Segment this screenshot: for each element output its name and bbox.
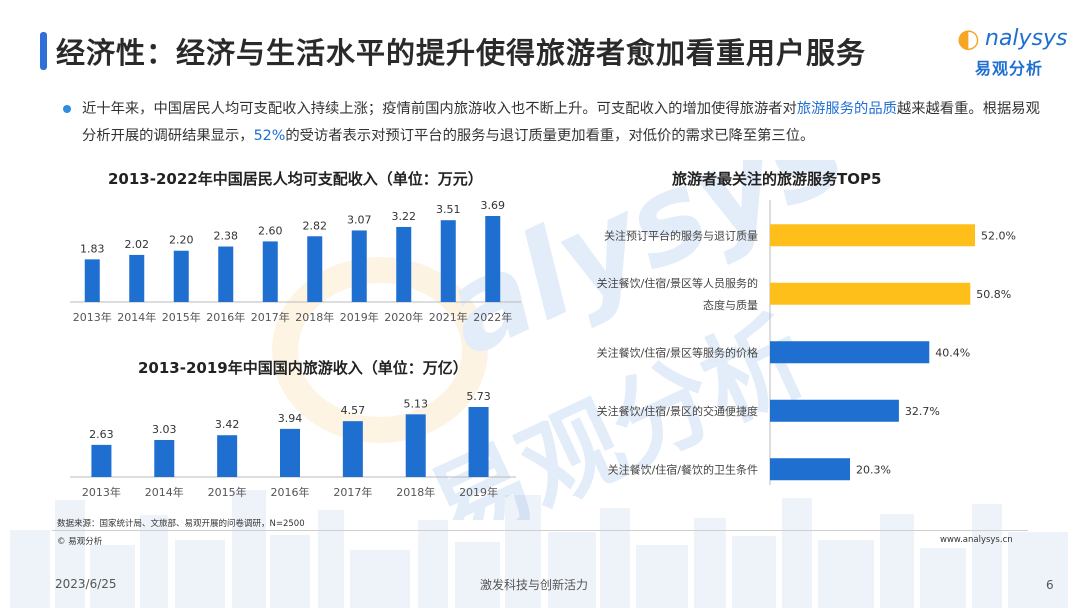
top5-bar (770, 224, 975, 247)
income-category-label: 2016年 (206, 310, 245, 324)
top5-category-label: 关注餐饮/住宿/餐饮的卫生条件 (608, 462, 758, 476)
income-value-label: 2.82 (303, 219, 328, 232)
income-bar (396, 226, 412, 302)
tourism-value-label: 3.42 (215, 418, 240, 431)
footer-date: 2023/6/25 (55, 577, 117, 591)
tourism-income-bar-chart: 2.63 2013年 3.03 2014年 3.42 2015年 3.94 2016年 4.57… (70, 390, 516, 499)
income-value-label: 3.07 (347, 213, 372, 226)
tourism-category-label: 2014年 (145, 485, 184, 499)
top5-category-label: 关注预订平台的服务与退订质量 (604, 228, 758, 242)
tourism-bar (405, 414, 426, 477)
divider (52, 530, 1028, 531)
income-category-label: 2015年 (162, 310, 201, 324)
tourism-category-label: 2018年 (396, 485, 435, 499)
tourism-category-label: 2015年 (208, 485, 247, 499)
intro-highlight-1: 旅游服务的品质 (796, 101, 897, 117)
intro-paragraph: 近十年来，中国居民人均可支配收入持续上涨；疫情前国内旅游收入也不断上升。可支配收… (82, 96, 1042, 150)
tourism-category-label: 2017年 (333, 485, 372, 499)
intro-text-1: 近十年来，中国居民人均可支配收入持续上涨；疫情前国内旅游收入也不断上升。可支配收… (82, 101, 797, 117)
intro-text-2: 越来越看重。根据易观分析开展的调研结果显示， (82, 101, 1040, 144)
chart1-title: 2013-2022年中国居民人均可支配收入（单位：万元） (108, 170, 483, 188)
tourism-category-label: 2016年 (271, 485, 310, 499)
top5-value-label: 52.0% (981, 229, 1016, 242)
title-accent-bar (40, 32, 47, 70)
copyright: © 易观分析 (57, 537, 103, 547)
income-bar (351, 230, 367, 302)
top5-category-label: 关注餐饮/住宿/景区等人员服务的 (597, 276, 758, 290)
income-bar (485, 216, 501, 302)
tourism-value-label: 3.03 (152, 423, 177, 436)
footer-slogan: 激发科技与创新活力 (480, 578, 589, 592)
income-category-label: 2021年 (429, 310, 468, 324)
top5-bar (770, 341, 930, 364)
income-bar-chart: 1.83 2013年 2.02 2014年 2.20 2015年 2.38 2016年 2.60… (70, 199, 521, 324)
income-category-label: 2019年 (340, 310, 379, 324)
source-note: 数据来源：国家统计局、文旅部、易观开展的问卷调研，N=2500 (57, 519, 305, 529)
income-bar (440, 220, 456, 302)
logo-mark-icon: ◐ (957, 24, 980, 54)
income-bar (218, 246, 234, 302)
chart2-title: 2013-2019年中国国内旅游收入（单位：万亿） (138, 359, 468, 377)
top5-bar (770, 399, 899, 422)
bullet-icon (63, 105, 71, 113)
tourism-category-label: 2019年 (459, 485, 498, 499)
logo-text: nalysys (985, 26, 1068, 51)
tourism-value-label: 4.57 (341, 404, 366, 417)
income-category-label: 2020年 (384, 310, 423, 324)
intro-text-3: 的受访者表示对预订平台的服务与退订质量更加看重，对低价的需求已降至第三位。 (285, 128, 815, 144)
income-category-label: 2017年 (251, 310, 290, 324)
income-value-label: 2.60 (258, 224, 283, 237)
top5-value-label: 50.8% (976, 288, 1011, 301)
income-value-label: 3.69 (481, 199, 506, 212)
top5-bar (770, 458, 851, 481)
tourism-bar (154, 439, 175, 477)
income-category-label: 2014年 (117, 310, 156, 324)
tourism-bar (91, 444, 112, 477)
income-value-label: 3.22 (392, 210, 417, 223)
tourism-value-label: 5.13 (403, 397, 428, 410)
income-category-label: 2013年 (73, 310, 112, 324)
tourism-bar (217, 435, 238, 477)
income-bar (307, 236, 323, 302)
top5-value-label: 40.4% (935, 346, 970, 359)
top5-category-label: 关注餐饮/住宿/景区等服务的价格 (597, 345, 758, 359)
tourism-category-label: 2013年 (82, 485, 121, 499)
tourism-bar (280, 428, 300, 477)
tourism-value-label: 5.73 (466, 390, 491, 403)
page-number: 6 (1046, 578, 1054, 592)
tourism-bar (342, 421, 363, 477)
tourism-value-label: 3.94 (278, 412, 303, 425)
income-bar (84, 259, 100, 302)
income-value-label: 1.83 (80, 242, 105, 255)
income-value-label: 2.02 (125, 238, 150, 251)
income-value-label: 3.51 (436, 203, 461, 216)
income-value-label: 2.20 (169, 234, 194, 247)
logo-subtext: 易观分析 (975, 59, 1044, 78)
tourism-value-label: 2.63 (89, 428, 114, 441)
income-bar (173, 250, 189, 302)
top5-value-label: 20.3% (856, 463, 891, 476)
top5-category-label: 态度与质量 (703, 298, 758, 312)
intro-highlight-2: 52% (253, 128, 286, 144)
income-bar (262, 241, 278, 302)
income-category-label: 2018年 (295, 310, 334, 324)
top5-service-bar-chart: 52.0% 关注预订平台的服务与退订质量 50.8% 关注餐饮/住宿/景区等人员服务的… (597, 200, 1016, 485)
tourism-bar (468, 407, 489, 477)
page-title: 经济性：经济与生活水平的提升使得旅游者愈加看重用户服务 (56, 36, 867, 70)
chart3-title: 旅游者最关注的旅游服务TOP5 (672, 170, 882, 188)
income-value-label: 2.38 (214, 230, 239, 243)
income-bar (129, 254, 145, 302)
website-url: www.analysys.cn (940, 535, 1013, 545)
top5-category-label: 关注餐饮/住宿/景区的交通便捷度 (597, 404, 758, 418)
top5-bar (770, 282, 971, 305)
top5-value-label: 32.7% (905, 405, 940, 418)
income-category-label: 2022年 (473, 310, 512, 324)
